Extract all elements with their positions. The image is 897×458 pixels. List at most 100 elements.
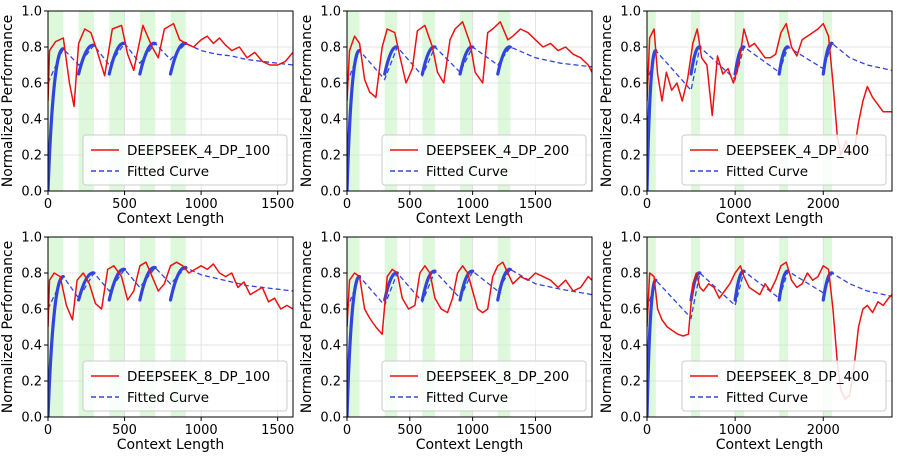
subplot-1: 0 500 1000 1500 0.0 0.2 0.4 0.6 0.8 1.0 Context Le… [0, 5, 294, 228]
y-tick-label: 0.0 [21, 185, 42, 200]
y-axis-label: Normalized Performance [599, 241, 615, 414]
shaded-region-5 [823, 11, 833, 191]
y-tick-label: 0.4 [620, 339, 641, 354]
fit-segment-3 [420, 269, 437, 302]
legend: DEEPSEEK_4_DP_400 Fitted Curve [681, 134, 887, 186]
subplot-5: 0 500 1000 1500 0.0 0.2 0.4 0.6 0.8 1.0 Context Le… [299, 231, 593, 453]
legend-label-performance: DEEPSEEK_4_DP_200 [426, 143, 569, 159]
fit-segment-4 [458, 45, 475, 76]
y-axis-label: Normalized Performance [299, 241, 315, 414]
series-lines [48, 22, 293, 191]
fit-segment-1 [347, 274, 362, 417]
y-tick-label: 0.2 [620, 375, 641, 390]
fit-segment-2 [689, 45, 702, 76]
series-fitted-curve [647, 270, 892, 320]
axes-frame [346, 10, 593, 192]
legend-label-performance: DEEPSEEK_4_DP_100 [127, 143, 270, 159]
y-tick-label: 0.8 [620, 267, 641, 282]
ticks: 0 1000 2000 0.0 0.2 0.4 0.6 0.8 1.0 [620, 5, 839, 213]
series-performance [347, 21, 592, 102]
x-tick-label: 500 [397, 423, 422, 438]
x-tick-label: 0 [643, 423, 651, 438]
x-tick-label: 0 [343, 423, 351, 438]
fit-segment-4 [777, 269, 790, 302]
fit-segment-3 [107, 41, 127, 76]
subplot-2: 0 500 1000 1500 0.0 0.2 0.4 0.6 0.8 1.0 Context Le… [299, 5, 593, 227]
x-tick-label: 1000 [456, 423, 489, 438]
series-fitted-curve [647, 42, 892, 92]
series-lines [48, 261, 293, 417]
axes-frame [47, 10, 294, 192]
x-tick-label: 500 [112, 423, 137, 438]
series-lines [647, 261, 892, 417]
y-tick-label: 0.6 [620, 77, 641, 92]
x-tick-label: 500 [112, 197, 137, 212]
x-tick-label: 500 [397, 197, 422, 212]
shaded-region-3 [735, 237, 744, 417]
y-axis-label: Normalized Performance [299, 15, 315, 188]
x-axis-label: Context Length [716, 437, 824, 453]
fit-segment-4 [138, 265, 157, 302]
legend: DEEPSEEK_8_DP_400 Fitted Curve [681, 360, 887, 412]
y-tick-label: 0.6 [320, 303, 341, 318]
y-tick-label: 0.6 [21, 303, 42, 318]
y-tick-label: 0.6 [21, 77, 42, 92]
legend-box [381, 360, 587, 412]
y-tick-label: 0.0 [620, 185, 641, 200]
legend-label-performance: DEEPSEEK_8_DP_200 [426, 369, 569, 385]
fit-segment-3 [420, 45, 437, 76]
legend: DEEPSEEK_8_DP_100 Fitted Curve [82, 360, 288, 412]
legend-label-performance: DEEPSEEK_8_DP_400 [726, 369, 869, 385]
fit-segment-4 [458, 269, 475, 302]
fit-segment-5 [821, 41, 834, 76]
y-tick-label: 0.4 [21, 339, 42, 354]
x-tick-label: 1000 [719, 197, 752, 212]
x-tick-label: 1500 [519, 423, 552, 438]
legend-label-fitted: Fitted Curve [726, 390, 808, 406]
y-tick-label: 1.0 [21, 5, 42, 20]
ticks: 0 500 1000 1500 0.0 0.2 0.4 0.6 0.8 1.0 [320, 231, 552, 439]
fit-segment-1 [48, 47, 65, 191]
subplot-4: 0 500 1000 1500 0.0 0.2 0.4 0.6 0.8 1.0 Context Le… [0, 231, 294, 454]
fit-segment-5 [496, 45, 512, 76]
shaded-region-2 [691, 237, 700, 417]
y-tick-label: 0.6 [320, 77, 341, 92]
x-tick-label: 0 [343, 197, 351, 212]
shaded-region-2 [691, 11, 700, 191]
subplot-6: 0 1000 2000 0.0 0.2 0.4 0.6 0.8 1.0 Context Lengt… [599, 231, 893, 453]
x-tick-label: 1000 [185, 197, 218, 212]
x-tick-label: 0 [643, 197, 651, 212]
y-tick-label: 1.0 [320, 231, 341, 246]
legend-label-fitted: Fitted Curve [426, 164, 508, 180]
x-tick-label: 1500 [519, 197, 552, 212]
y-tick-label: 0.0 [320, 411, 341, 426]
y-tick-label: 1.0 [620, 231, 641, 246]
x-tick-label: 1500 [261, 423, 294, 438]
legend-label-performance: DEEPSEEK_8_DP_100 [127, 369, 270, 385]
y-tick-label: 0.8 [620, 41, 641, 56]
shaded-region-3 [735, 11, 744, 191]
y-tick-label: 0.2 [620, 149, 641, 164]
y-tick-label: 0.2 [320, 149, 341, 164]
legend-box [381, 134, 587, 186]
fit-segment-2 [383, 45, 399, 76]
ticks: 0 500 1000 1500 0.0 0.2 0.4 0.6 0.8 1.0 [21, 231, 294, 439]
fit-segment-1 [647, 48, 658, 191]
y-axis-label: Normalized Performance [0, 15, 16, 188]
legend-box [82, 360, 288, 412]
series-performance [48, 22, 293, 108]
legend: DEEPSEEK_4_DP_100 Fitted Curve [82, 134, 288, 186]
series-lines [347, 261, 592, 417]
legend-label-fitted: Fitted Curve [726, 164, 808, 180]
fit-segment-3 [733, 45, 746, 76]
y-tick-label: 0.0 [21, 411, 42, 426]
x-tick-label: 1500 [261, 197, 294, 212]
y-tick-label: 1.0 [320, 5, 341, 20]
y-tick-label: 0.8 [320, 41, 341, 56]
x-tick-label: 2000 [807, 197, 840, 212]
y-tick-label: 0.4 [320, 339, 341, 354]
y-tick-label: 0.4 [21, 113, 42, 128]
legend: DEEPSEEK_4_DP_200 Fitted Curve [381, 134, 587, 186]
y-tick-label: 0.2 [21, 375, 42, 390]
